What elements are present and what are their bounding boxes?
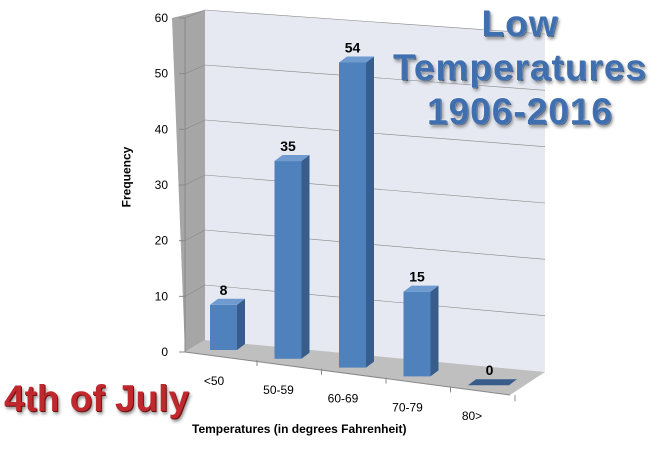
chart-subtitle: 4th of July [4, 378, 190, 419]
x-axis [184, 351, 511, 396]
y-tick-label: 20 [155, 234, 169, 248]
bar-top [210, 298, 245, 305]
bar-top [274, 155, 310, 162]
title-line: Temperatures [393, 47, 647, 88]
gridline [204, 284, 546, 316]
y-tick-label: 0 [161, 345, 168, 359]
bar-side [430, 285, 439, 377]
y-tick-label: 60 [155, 11, 169, 25]
gridline [184, 174, 206, 186]
gridline [204, 64, 546, 91]
y-tick-label: 50 [155, 67, 169, 81]
data-label: 0 [486, 362, 494, 378]
side-wall [172, 10, 205, 352]
gridline [184, 64, 206, 74]
y-tick-label: 10 [155, 289, 169, 303]
bar-side [301, 155, 310, 359]
bar [210, 304, 237, 350]
bar [403, 291, 431, 377]
y-tick-label: 40 [155, 122, 169, 136]
gridline [204, 174, 546, 204]
gridline [204, 9, 546, 35]
bar [468, 379, 517, 386]
gridline [184, 284, 206, 297]
gridline [184, 9, 206, 19]
y-axis-label: Frequency [119, 146, 134, 208]
gridline [184, 229, 206, 241]
chart-title: Low Temperatures 1906-2016 [380, 2, 660, 134]
x-tick-label: 50-59 [263, 383, 294, 397]
bar-top [339, 56, 374, 63]
data-label: 8 [220, 282, 228, 298]
title-line: 1906-2016 [427, 91, 613, 132]
data-label: 35 [280, 138, 296, 154]
bar [274, 161, 302, 359]
gridline [204, 229, 546, 260]
bar [339, 62, 366, 368]
bar-side [237, 298, 245, 350]
y-tick-label: 30 [155, 178, 169, 192]
x-tick-label: 70-79 [392, 400, 423, 414]
title-line: Low [481, 3, 559, 44]
x-tick-label: 60-69 [328, 392, 359, 406]
data-label: 54 [345, 40, 361, 56]
x-tick-label: 80> [462, 409, 482, 423]
data-label: 15 [409, 269, 425, 285]
bar-side [366, 56, 374, 368]
gridline [184, 119, 206, 130]
x-axis-label: Temperatures (in degrees Fahrenheit) [192, 422, 407, 436]
x-tick-label: <50 [204, 374, 225, 388]
bar-top [403, 285, 439, 292]
gridline [204, 119, 546, 147]
